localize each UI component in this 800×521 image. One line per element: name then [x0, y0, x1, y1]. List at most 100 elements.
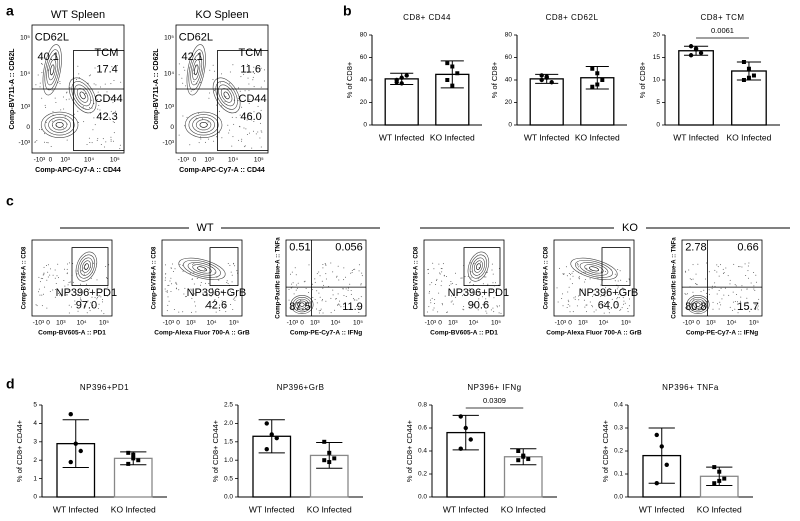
event-dot — [718, 308, 720, 310]
y-tick-label: 10⁴ — [164, 70, 174, 77]
gate-label: NP396+GrB — [579, 287, 639, 299]
data-point — [332, 456, 337, 461]
event-dot — [194, 305, 196, 307]
event-dot — [47, 264, 49, 266]
event-dot — [714, 285, 716, 287]
event-dot — [176, 283, 178, 285]
event-dot — [39, 128, 41, 130]
x-tick-label: 10³ — [60, 157, 70, 164]
event-dot — [219, 309, 221, 311]
event-dot — [737, 303, 739, 305]
contour — [467, 251, 490, 282]
data-point — [741, 78, 746, 82]
x-tick-label: WT Infected — [249, 504, 295, 514]
event-dot — [248, 83, 250, 85]
event-dot — [100, 114, 102, 116]
contour — [44, 49, 60, 91]
data-point — [131, 452, 136, 457]
event-dot — [296, 287, 298, 289]
event-dot — [236, 270, 238, 272]
event-dot — [433, 307, 435, 309]
event-dot — [608, 312, 610, 314]
event-dot — [208, 92, 210, 94]
event-dot — [249, 99, 251, 101]
event-dot — [614, 273, 616, 275]
contour — [84, 263, 89, 270]
event-dot — [223, 304, 225, 306]
event-dot — [620, 308, 622, 310]
event-dot — [190, 288, 192, 290]
event-dot — [79, 297, 81, 299]
event-dot — [572, 275, 574, 277]
gate-label: TCM — [239, 47, 263, 59]
event-dot — [47, 271, 49, 273]
data-point — [664, 462, 669, 467]
event-dot — [595, 288, 597, 290]
event-dot — [206, 294, 208, 296]
event-dot — [728, 294, 730, 296]
event-dot — [720, 287, 722, 289]
gate-label: 0.51 — [289, 242, 310, 254]
event-dot — [253, 111, 255, 113]
x-tick-label: -10³ — [178, 157, 190, 164]
event-dot — [340, 306, 342, 308]
contour — [584, 264, 604, 274]
event-dot — [343, 306, 345, 308]
event-dot — [607, 308, 609, 310]
y-tick-label: 80 — [360, 32, 368, 39]
event-dot — [584, 281, 586, 283]
event-dot — [103, 291, 105, 293]
data-point — [78, 448, 83, 454]
event-dot — [91, 99, 93, 101]
y-tick-label: 60 — [360, 54, 368, 61]
event-dot — [186, 116, 188, 118]
event-dot — [94, 124, 96, 126]
event-dot — [41, 294, 43, 296]
event-dot — [295, 274, 297, 276]
event-dot — [584, 306, 586, 308]
y-tick-label: 5 — [33, 402, 37, 409]
event-dot — [714, 282, 716, 284]
x-tick-label: 10⁴ — [228, 157, 238, 164]
event-dot — [101, 301, 103, 303]
event-dot — [583, 271, 585, 273]
bar — [580, 77, 615, 126]
event-dot — [54, 97, 56, 99]
event-dot — [619, 270, 621, 272]
event-dot — [246, 133, 248, 135]
event-dot — [343, 279, 345, 281]
data-point — [741, 60, 746, 64]
x-tick-label: KO Infected — [307, 504, 352, 514]
data-point — [327, 450, 332, 455]
event-dot — [736, 293, 738, 295]
event-dot — [429, 284, 431, 286]
event-dot — [68, 312, 70, 314]
event-dot — [325, 278, 327, 280]
event-dot — [737, 301, 739, 303]
y-axis-label: % of CD8+ — [345, 61, 354, 98]
event-dot — [72, 281, 74, 283]
event-dot — [573, 297, 575, 299]
event-dot — [567, 299, 569, 301]
data-point — [463, 425, 468, 431]
x-tick-label: 10³ — [706, 320, 716, 327]
event-dot — [241, 140, 243, 142]
y-tick-label: 0.6 — [418, 425, 427, 432]
event-dot — [215, 311, 217, 313]
event-dot — [577, 262, 579, 264]
y-tick-label: 20 — [653, 32, 661, 39]
event-dot — [86, 144, 88, 146]
event-dot — [214, 70, 216, 72]
panel-label: c — [6, 193, 14, 209]
event-dot — [45, 106, 47, 108]
event-dot — [55, 102, 57, 104]
event-dot — [586, 267, 588, 269]
event-dot — [81, 270, 83, 272]
contour — [195, 119, 212, 131]
event-dot — [191, 297, 193, 299]
event-dot — [477, 292, 479, 294]
y-tick-label: 20 — [505, 99, 513, 106]
x-tick-label: 10³ — [204, 157, 214, 164]
event-dot — [103, 313, 105, 315]
event-dot — [492, 282, 494, 284]
